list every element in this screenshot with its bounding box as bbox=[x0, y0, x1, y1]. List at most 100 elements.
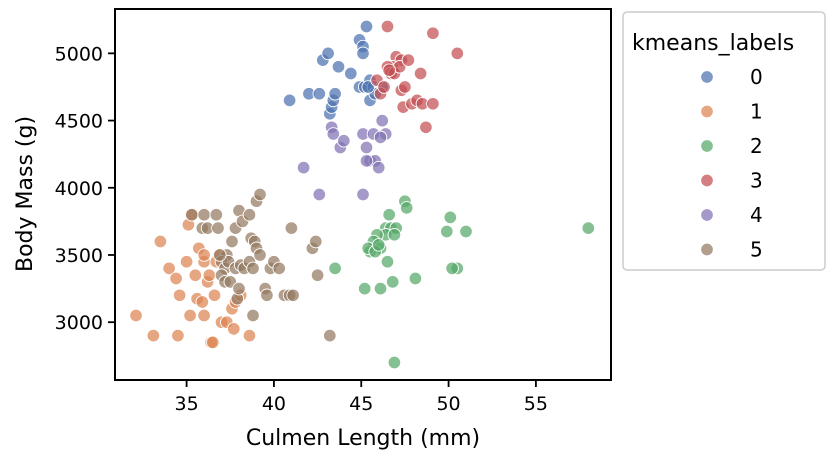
data-point bbox=[371, 238, 386, 252]
data-point bbox=[426, 97, 440, 111]
legend-label: 2 bbox=[750, 134, 763, 158]
data-point bbox=[213, 248, 227, 262]
data-point bbox=[246, 308, 260, 323]
legend-title: kmeans_labels bbox=[632, 31, 794, 56]
data-point bbox=[377, 80, 391, 94]
legend-marker bbox=[700, 139, 714, 153]
data-point bbox=[344, 66, 358, 81]
data-point bbox=[312, 187, 327, 202]
data-point bbox=[450, 46, 465, 61]
data-point bbox=[359, 154, 374, 168]
data-point bbox=[331, 60, 346, 74]
legend-box bbox=[622, 11, 826, 271]
data-point bbox=[326, 127, 341, 141]
data-point bbox=[310, 268, 325, 282]
x-tick-label: 55 bbox=[524, 393, 548, 415]
data-point bbox=[321, 46, 335, 61]
legend-label: 0 bbox=[750, 65, 763, 89]
data-point bbox=[328, 261, 342, 276]
legend-label: 4 bbox=[750, 203, 763, 227]
data-point bbox=[202, 268, 217, 282]
data-point bbox=[382, 207, 396, 222]
data-point bbox=[380, 254, 395, 269]
data-point bbox=[337, 133, 351, 148]
legend-marker bbox=[700, 173, 714, 188]
legend-label: 1 bbox=[750, 100, 763, 124]
data-point bbox=[253, 187, 267, 202]
data-point bbox=[232, 281, 246, 296]
data-point bbox=[188, 268, 203, 282]
data-point bbox=[272, 261, 286, 276]
data-point bbox=[382, 63, 396, 77]
data-point bbox=[445, 261, 459, 276]
data-point bbox=[373, 281, 388, 296]
data-point bbox=[253, 248, 267, 262]
data-point bbox=[225, 234, 239, 249]
data-point bbox=[375, 113, 389, 128]
data-point bbox=[323, 328, 337, 343]
data-point bbox=[373, 130, 388, 145]
legend: kmeans_labels 0 1 2 3 4 5 bbox=[622, 11, 826, 271]
x-tick-label: 35 bbox=[175, 393, 199, 415]
data-point bbox=[443, 210, 458, 225]
data-point bbox=[387, 228, 402, 242]
x-tick-label: 40 bbox=[262, 393, 286, 415]
data-point bbox=[129, 308, 143, 323]
data-point bbox=[195, 295, 210, 309]
data-point bbox=[197, 207, 211, 222]
y-tick-label: 4000 bbox=[55, 178, 103, 200]
data-point bbox=[309, 234, 323, 249]
data-point bbox=[260, 288, 274, 303]
plot-frame bbox=[114, 8, 612, 381]
x-tick-label: 50 bbox=[436, 393, 460, 415]
data-point bbox=[398, 80, 412, 94]
data-point bbox=[385, 275, 400, 289]
data-point bbox=[387, 355, 402, 370]
y-axis-label: Body Mass (g) bbox=[13, 116, 38, 272]
data-point bbox=[185, 207, 199, 222]
data-point bbox=[408, 271, 423, 286]
data-point bbox=[282, 93, 297, 108]
y-tick-label: 3500 bbox=[55, 245, 103, 267]
data-point bbox=[459, 224, 473, 239]
data-point bbox=[356, 187, 370, 202]
data-point bbox=[581, 221, 596, 235]
data-point bbox=[419, 120, 433, 135]
data-point bbox=[242, 207, 257, 222]
legend-marker bbox=[700, 104, 714, 119]
data-point bbox=[286, 288, 300, 303]
data-point bbox=[413, 66, 428, 81]
legend-entries: 0 1 2 3 4 5 bbox=[700, 65, 763, 262]
y-tick-label: 5000 bbox=[55, 43, 103, 65]
legend-label: 3 bbox=[750, 169, 763, 193]
data-point bbox=[359, 19, 374, 34]
data-point bbox=[209, 207, 224, 222]
data-point bbox=[371, 160, 386, 175]
data-point bbox=[211, 221, 225, 235]
data-point bbox=[197, 308, 211, 323]
y-tick-label: 4500 bbox=[55, 111, 103, 133]
y-axis-ticks: 3000 3500 4000 4500 5000 bbox=[55, 43, 115, 334]
data-point bbox=[312, 86, 327, 101]
points-layer bbox=[129, 19, 596, 370]
data-point bbox=[197, 248, 211, 262]
legend-marker bbox=[700, 242, 714, 257]
data-point bbox=[284, 221, 299, 235]
data-point bbox=[227, 322, 241, 336]
data-point bbox=[172, 288, 187, 303]
legend-label: 5 bbox=[750, 238, 763, 262]
data-point bbox=[171, 328, 185, 343]
data-point bbox=[153, 234, 168, 249]
data-point bbox=[380, 19, 395, 34]
data-point bbox=[206, 335, 220, 350]
legend-marker bbox=[700, 70, 714, 84]
data-point bbox=[183, 308, 197, 323]
data-point bbox=[399, 201, 414, 215]
data-point bbox=[146, 328, 161, 343]
data-point bbox=[359, 140, 374, 155]
data-point bbox=[426, 26, 440, 40]
data-point bbox=[169, 271, 183, 286]
data-point bbox=[162, 261, 176, 276]
data-point bbox=[401, 53, 416, 67]
